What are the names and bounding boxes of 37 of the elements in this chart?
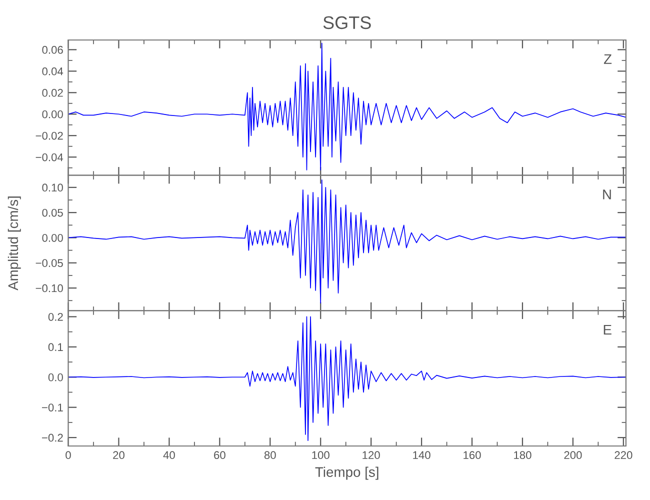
x-tick-label: 140 bbox=[413, 451, 430, 460]
y-axis-title: Amplitud [cm/s] bbox=[8, 196, 21, 290]
x-axis-title: Tiempo [s] bbox=[315, 466, 378, 480]
x-tick-label: 40 bbox=[163, 451, 175, 460]
y-tick-label: 0.00 bbox=[42, 110, 63, 118]
line-series bbox=[68, 179, 626, 304]
y-tick-label: 0.02 bbox=[42, 88, 63, 97]
x-tick-label: 100 bbox=[312, 451, 330, 460]
y-tick-label: 0.0 bbox=[48, 373, 63, 382]
y-tick-label: 0.10 bbox=[42, 184, 63, 192]
y-tick-label: −0.02 bbox=[36, 132, 63, 140]
y-tick-label: 0.06 bbox=[42, 46, 63, 54]
y-tick-label: −0.10 bbox=[36, 284, 63, 292]
x-tick-label: 0 bbox=[66, 451, 71, 460]
y-tick-label: −0.04 bbox=[36, 153, 64, 162]
annotation: N bbox=[603, 190, 611, 200]
y-tick-label: −0.05 bbox=[36, 259, 63, 268]
x-tick-label: 60 bbox=[214, 451, 226, 460]
x-tick-label: 200 bbox=[564, 451, 582, 460]
x-tick-label: 220 bbox=[614, 451, 632, 460]
y-tick-label: 0.2 bbox=[48, 312, 63, 321]
x-tick-label: 20 bbox=[113, 451, 124, 460]
y-tick-label: −0.2 bbox=[42, 434, 63, 442]
x-tick-label: 180 bbox=[514, 451, 532, 460]
chart-title: SGTS bbox=[323, 16, 371, 30]
y-tick-label: 0.05 bbox=[42, 208, 63, 217]
x-tick-label: 120 bbox=[362, 451, 380, 460]
line-series bbox=[68, 316, 626, 441]
x-tick-label: 80 bbox=[264, 451, 276, 460]
x-tick-label: 160 bbox=[464, 451, 481, 460]
annotation: E bbox=[604, 325, 612, 335]
y-tick-label: 0.1 bbox=[48, 343, 63, 352]
y-tick-label: 0.00 bbox=[42, 234, 63, 242]
y-tick-label: 0.04 bbox=[42, 67, 64, 76]
y-tick-label: −0.1 bbox=[42, 404, 63, 412]
line-series bbox=[68, 42, 626, 170]
annotation: Z bbox=[604, 54, 612, 64]
